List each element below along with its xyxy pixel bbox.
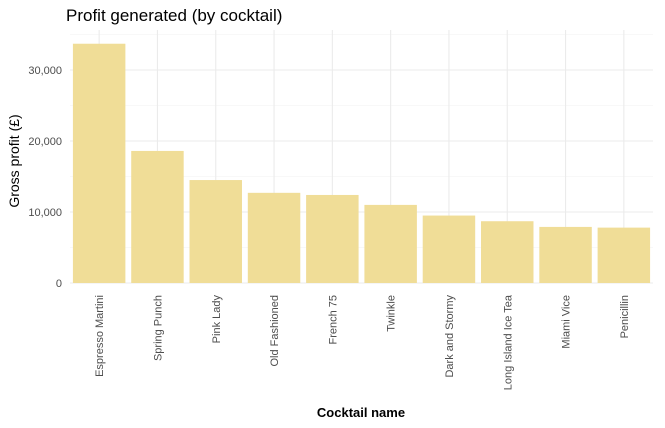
- x-axis-ticks: Espresso Martini Spring Punch Pink Lady Old…: [94, 294, 631, 390]
- bars: [72, 43, 651, 284]
- x-tick-label: Miami Vice: [561, 295, 573, 349]
- y-tick-label: 0: [56, 278, 62, 290]
- bar: [189, 180, 242, 283]
- x-tick-label: Spring Punch: [152, 295, 164, 361]
- y-tick-label: 30,000: [28, 65, 62, 77]
- bar: [131, 150, 184, 283]
- y-axis-ticks: 0 10,000 20,000 30,000: [28, 65, 62, 290]
- x-tick-label: Twinkle: [386, 295, 398, 332]
- bar: [247, 192, 301, 283]
- bar: [597, 227, 651, 283]
- bar: [422, 215, 476, 283]
- bar: [481, 221, 534, 283]
- bar: [539, 226, 592, 283]
- y-tick-label: 10,000: [28, 207, 62, 219]
- x-tick-label: Dark and Stormy: [444, 295, 456, 378]
- x-tick-label: Espresso Martini: [94, 295, 106, 377]
- x-tick-label: Old Fashioned: [269, 295, 281, 367]
- x-tick-label: Pink Lady: [211, 295, 223, 344]
- x-tick-label: Long Island Ice Tea: [502, 294, 514, 390]
- y-axis-title: Gross profit (£): [6, 114, 22, 207]
- x-axis-title: Cocktail name: [317, 405, 405, 420]
- x-tick-label: French 75: [327, 295, 339, 345]
- y-tick-label: 20,000: [28, 136, 62, 148]
- bar: [72, 43, 126, 284]
- bar: [364, 204, 417, 283]
- chart-title: Profit generated (by cocktail): [66, 6, 282, 25]
- bar: [306, 194, 359, 283]
- x-tick-label: Penicillin: [619, 295, 631, 338]
